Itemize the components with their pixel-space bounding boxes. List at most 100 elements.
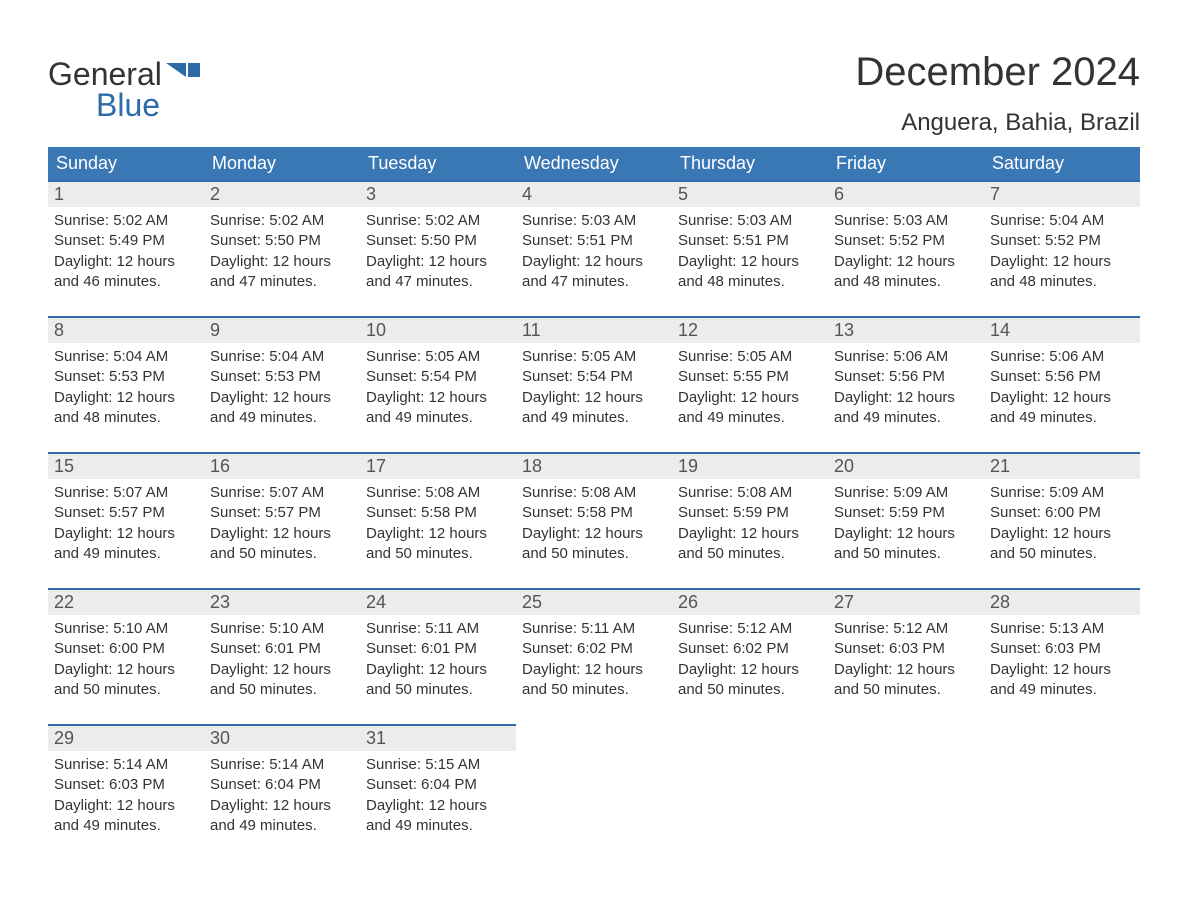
- sunset-line: Sunset: 6:03 PM: [990, 639, 1134, 659]
- month-title: December 2024: [855, 50, 1140, 95]
- daylight-line: Daylight: 12 hours and 49 minutes.: [678, 388, 822, 429]
- sunrise-line: Sunrise: 5:03 AM: [678, 211, 822, 231]
- sunset-line: Sunset: 6:03 PM: [54, 775, 198, 795]
- day-number: 21: [984, 452, 1140, 479]
- calendar-cell: 20Sunrise: 5:09 AMSunset: 5:59 PMDayligh…: [828, 452, 984, 570]
- sunset-line: Sunset: 5:54 PM: [366, 367, 510, 387]
- calendar-cell: 10Sunrise: 5:05 AMSunset: 5:54 PMDayligh…: [360, 316, 516, 434]
- calendar-cell: [984, 724, 1140, 842]
- sunset-line: Sunset: 5:50 PM: [210, 231, 354, 251]
- sunset-line: Sunset: 5:54 PM: [522, 367, 666, 387]
- sunrise-line: Sunrise: 5:12 AM: [678, 619, 822, 639]
- daylight-line: Daylight: 12 hours and 47 minutes.: [210, 252, 354, 293]
- calendar-cell: 8Sunrise: 5:04 AMSunset: 5:53 PMDaylight…: [48, 316, 204, 434]
- sunrise-line: Sunrise: 5:02 AM: [210, 211, 354, 231]
- day-number: 4: [516, 180, 672, 207]
- location: Anguera, Bahia, Brazil: [855, 109, 1140, 137]
- sunrise-line: Sunrise: 5:11 AM: [366, 619, 510, 639]
- day-body: Sunrise: 5:08 AMSunset: 5:59 PMDaylight:…: [672, 479, 828, 570]
- day-number: 2: [204, 180, 360, 207]
- sunrise-line: Sunrise: 5:10 AM: [54, 619, 198, 639]
- sunrise-line: Sunrise: 5:02 AM: [54, 211, 198, 231]
- sunrise-line: Sunrise: 5:11 AM: [522, 619, 666, 639]
- day-body: Sunrise: 5:02 AMSunset: 5:50 PMDaylight:…: [360, 207, 516, 298]
- day-body: Sunrise: 5:11 AMSunset: 6:01 PMDaylight:…: [360, 615, 516, 706]
- day-number: 12: [672, 316, 828, 343]
- title-block: December 2024 Anguera, Bahia, Brazil: [855, 50, 1140, 137]
- day-number: 15: [48, 452, 204, 479]
- sunset-line: Sunset: 5:51 PM: [522, 231, 666, 251]
- sunrise-line: Sunrise: 5:05 AM: [522, 347, 666, 367]
- day-number: 20: [828, 452, 984, 479]
- daylight-line: Daylight: 12 hours and 50 minutes.: [990, 524, 1134, 565]
- calendar-cell: 9Sunrise: 5:04 AMSunset: 5:53 PMDaylight…: [204, 316, 360, 434]
- calendar-cell: 29Sunrise: 5:14 AMSunset: 6:03 PMDayligh…: [48, 724, 204, 842]
- sunset-line: Sunset: 5:59 PM: [678, 503, 822, 523]
- day-body: Sunrise: 5:10 AMSunset: 6:00 PMDaylight:…: [48, 615, 204, 706]
- calendar-cell: 4Sunrise: 5:03 AMSunset: 5:51 PMDaylight…: [516, 180, 672, 298]
- day-header: Sunday: [48, 147, 204, 180]
- sunrise-line: Sunrise: 5:12 AM: [834, 619, 978, 639]
- day-number: 29: [48, 724, 204, 751]
- daylight-line: Daylight: 12 hours and 50 minutes.: [834, 660, 978, 701]
- sunrise-line: Sunrise: 5:08 AM: [366, 483, 510, 503]
- calendar: SundayMondayTuesdayWednesdayThursdayFrid…: [48, 147, 1140, 842]
- daylight-line: Daylight: 12 hours and 49 minutes.: [54, 796, 198, 837]
- header-row: General Blue December 2024 Anguera, Bahi…: [48, 50, 1140, 137]
- day-body: Sunrise: 5:02 AMSunset: 5:49 PMDaylight:…: [48, 207, 204, 298]
- calendar-cell: 6Sunrise: 5:03 AMSunset: 5:52 PMDaylight…: [828, 180, 984, 298]
- day-number: 10: [360, 316, 516, 343]
- sunrise-line: Sunrise: 5:13 AM: [990, 619, 1134, 639]
- day-number: 18: [516, 452, 672, 479]
- sunrise-line: Sunrise: 5:07 AM: [54, 483, 198, 503]
- day-number: 1: [48, 180, 204, 207]
- daylight-line: Daylight: 12 hours and 49 minutes.: [990, 388, 1134, 429]
- daylight-line: Daylight: 12 hours and 49 minutes.: [366, 388, 510, 429]
- calendar-cell: 2Sunrise: 5:02 AMSunset: 5:50 PMDaylight…: [204, 180, 360, 298]
- flag-icon: [166, 63, 200, 85]
- daylight-line: Daylight: 12 hours and 50 minutes.: [366, 524, 510, 565]
- day-body: Sunrise: 5:03 AMSunset: 5:51 PMDaylight:…: [516, 207, 672, 298]
- calendar-cell: 3Sunrise: 5:02 AMSunset: 5:50 PMDaylight…: [360, 180, 516, 298]
- day-header: Friday: [828, 147, 984, 180]
- day-number: 9: [204, 316, 360, 343]
- sunset-line: Sunset: 5:50 PM: [366, 231, 510, 251]
- daylight-line: Daylight: 12 hours and 50 minutes.: [522, 660, 666, 701]
- daylight-line: Daylight: 12 hours and 48 minutes.: [834, 252, 978, 293]
- sunset-line: Sunset: 5:52 PM: [990, 231, 1134, 251]
- calendar-cell: 27Sunrise: 5:12 AMSunset: 6:03 PMDayligh…: [828, 588, 984, 706]
- sunrise-line: Sunrise: 5:06 AM: [834, 347, 978, 367]
- sunset-line: Sunset: 5:51 PM: [678, 231, 822, 251]
- calendar-cell: 16Sunrise: 5:07 AMSunset: 5:57 PMDayligh…: [204, 452, 360, 570]
- day-body: Sunrise: 5:04 AMSunset: 5:52 PMDaylight:…: [984, 207, 1140, 298]
- daylight-line: Daylight: 12 hours and 50 minutes.: [678, 660, 822, 701]
- calendar-cell: 5Sunrise: 5:03 AMSunset: 5:51 PMDaylight…: [672, 180, 828, 298]
- calendar-cell: 23Sunrise: 5:10 AMSunset: 6:01 PMDayligh…: [204, 588, 360, 706]
- calendar-cell: 19Sunrise: 5:08 AMSunset: 5:59 PMDayligh…: [672, 452, 828, 570]
- sunrise-line: Sunrise: 5:05 AM: [678, 347, 822, 367]
- daylight-line: Daylight: 12 hours and 46 minutes.: [54, 252, 198, 293]
- sunset-line: Sunset: 6:01 PM: [210, 639, 354, 659]
- sunset-line: Sunset: 5:55 PM: [678, 367, 822, 387]
- daylight-line: Daylight: 12 hours and 48 minutes.: [54, 388, 198, 429]
- calendar-cell: 11Sunrise: 5:05 AMSunset: 5:54 PMDayligh…: [516, 316, 672, 434]
- daylight-line: Daylight: 12 hours and 48 minutes.: [678, 252, 822, 293]
- day-body: Sunrise: 5:02 AMSunset: 5:50 PMDaylight:…: [204, 207, 360, 298]
- day-body: Sunrise: 5:07 AMSunset: 5:57 PMDaylight:…: [204, 479, 360, 570]
- calendar-cell: 7Sunrise: 5:04 AMSunset: 5:52 PMDaylight…: [984, 180, 1140, 298]
- day-number: 13: [828, 316, 984, 343]
- sunset-line: Sunset: 6:01 PM: [366, 639, 510, 659]
- sunrise-line: Sunrise: 5:03 AM: [522, 211, 666, 231]
- sunrise-line: Sunrise: 5:07 AM: [210, 483, 354, 503]
- day-body: Sunrise: 5:03 AMSunset: 5:51 PMDaylight:…: [672, 207, 828, 298]
- calendar-week: 15Sunrise: 5:07 AMSunset: 5:57 PMDayligh…: [48, 452, 1140, 570]
- sunrise-line: Sunrise: 5:05 AM: [366, 347, 510, 367]
- sunrise-line: Sunrise: 5:04 AM: [990, 211, 1134, 231]
- day-body: Sunrise: 5:05 AMSunset: 5:55 PMDaylight:…: [672, 343, 828, 434]
- day-body: Sunrise: 5:05 AMSunset: 5:54 PMDaylight:…: [360, 343, 516, 434]
- day-number: 3: [360, 180, 516, 207]
- sunset-line: Sunset: 5:53 PM: [54, 367, 198, 387]
- sunrise-line: Sunrise: 5:06 AM: [990, 347, 1134, 367]
- day-number: 6: [828, 180, 984, 207]
- calendar-cell: 15Sunrise: 5:07 AMSunset: 5:57 PMDayligh…: [48, 452, 204, 570]
